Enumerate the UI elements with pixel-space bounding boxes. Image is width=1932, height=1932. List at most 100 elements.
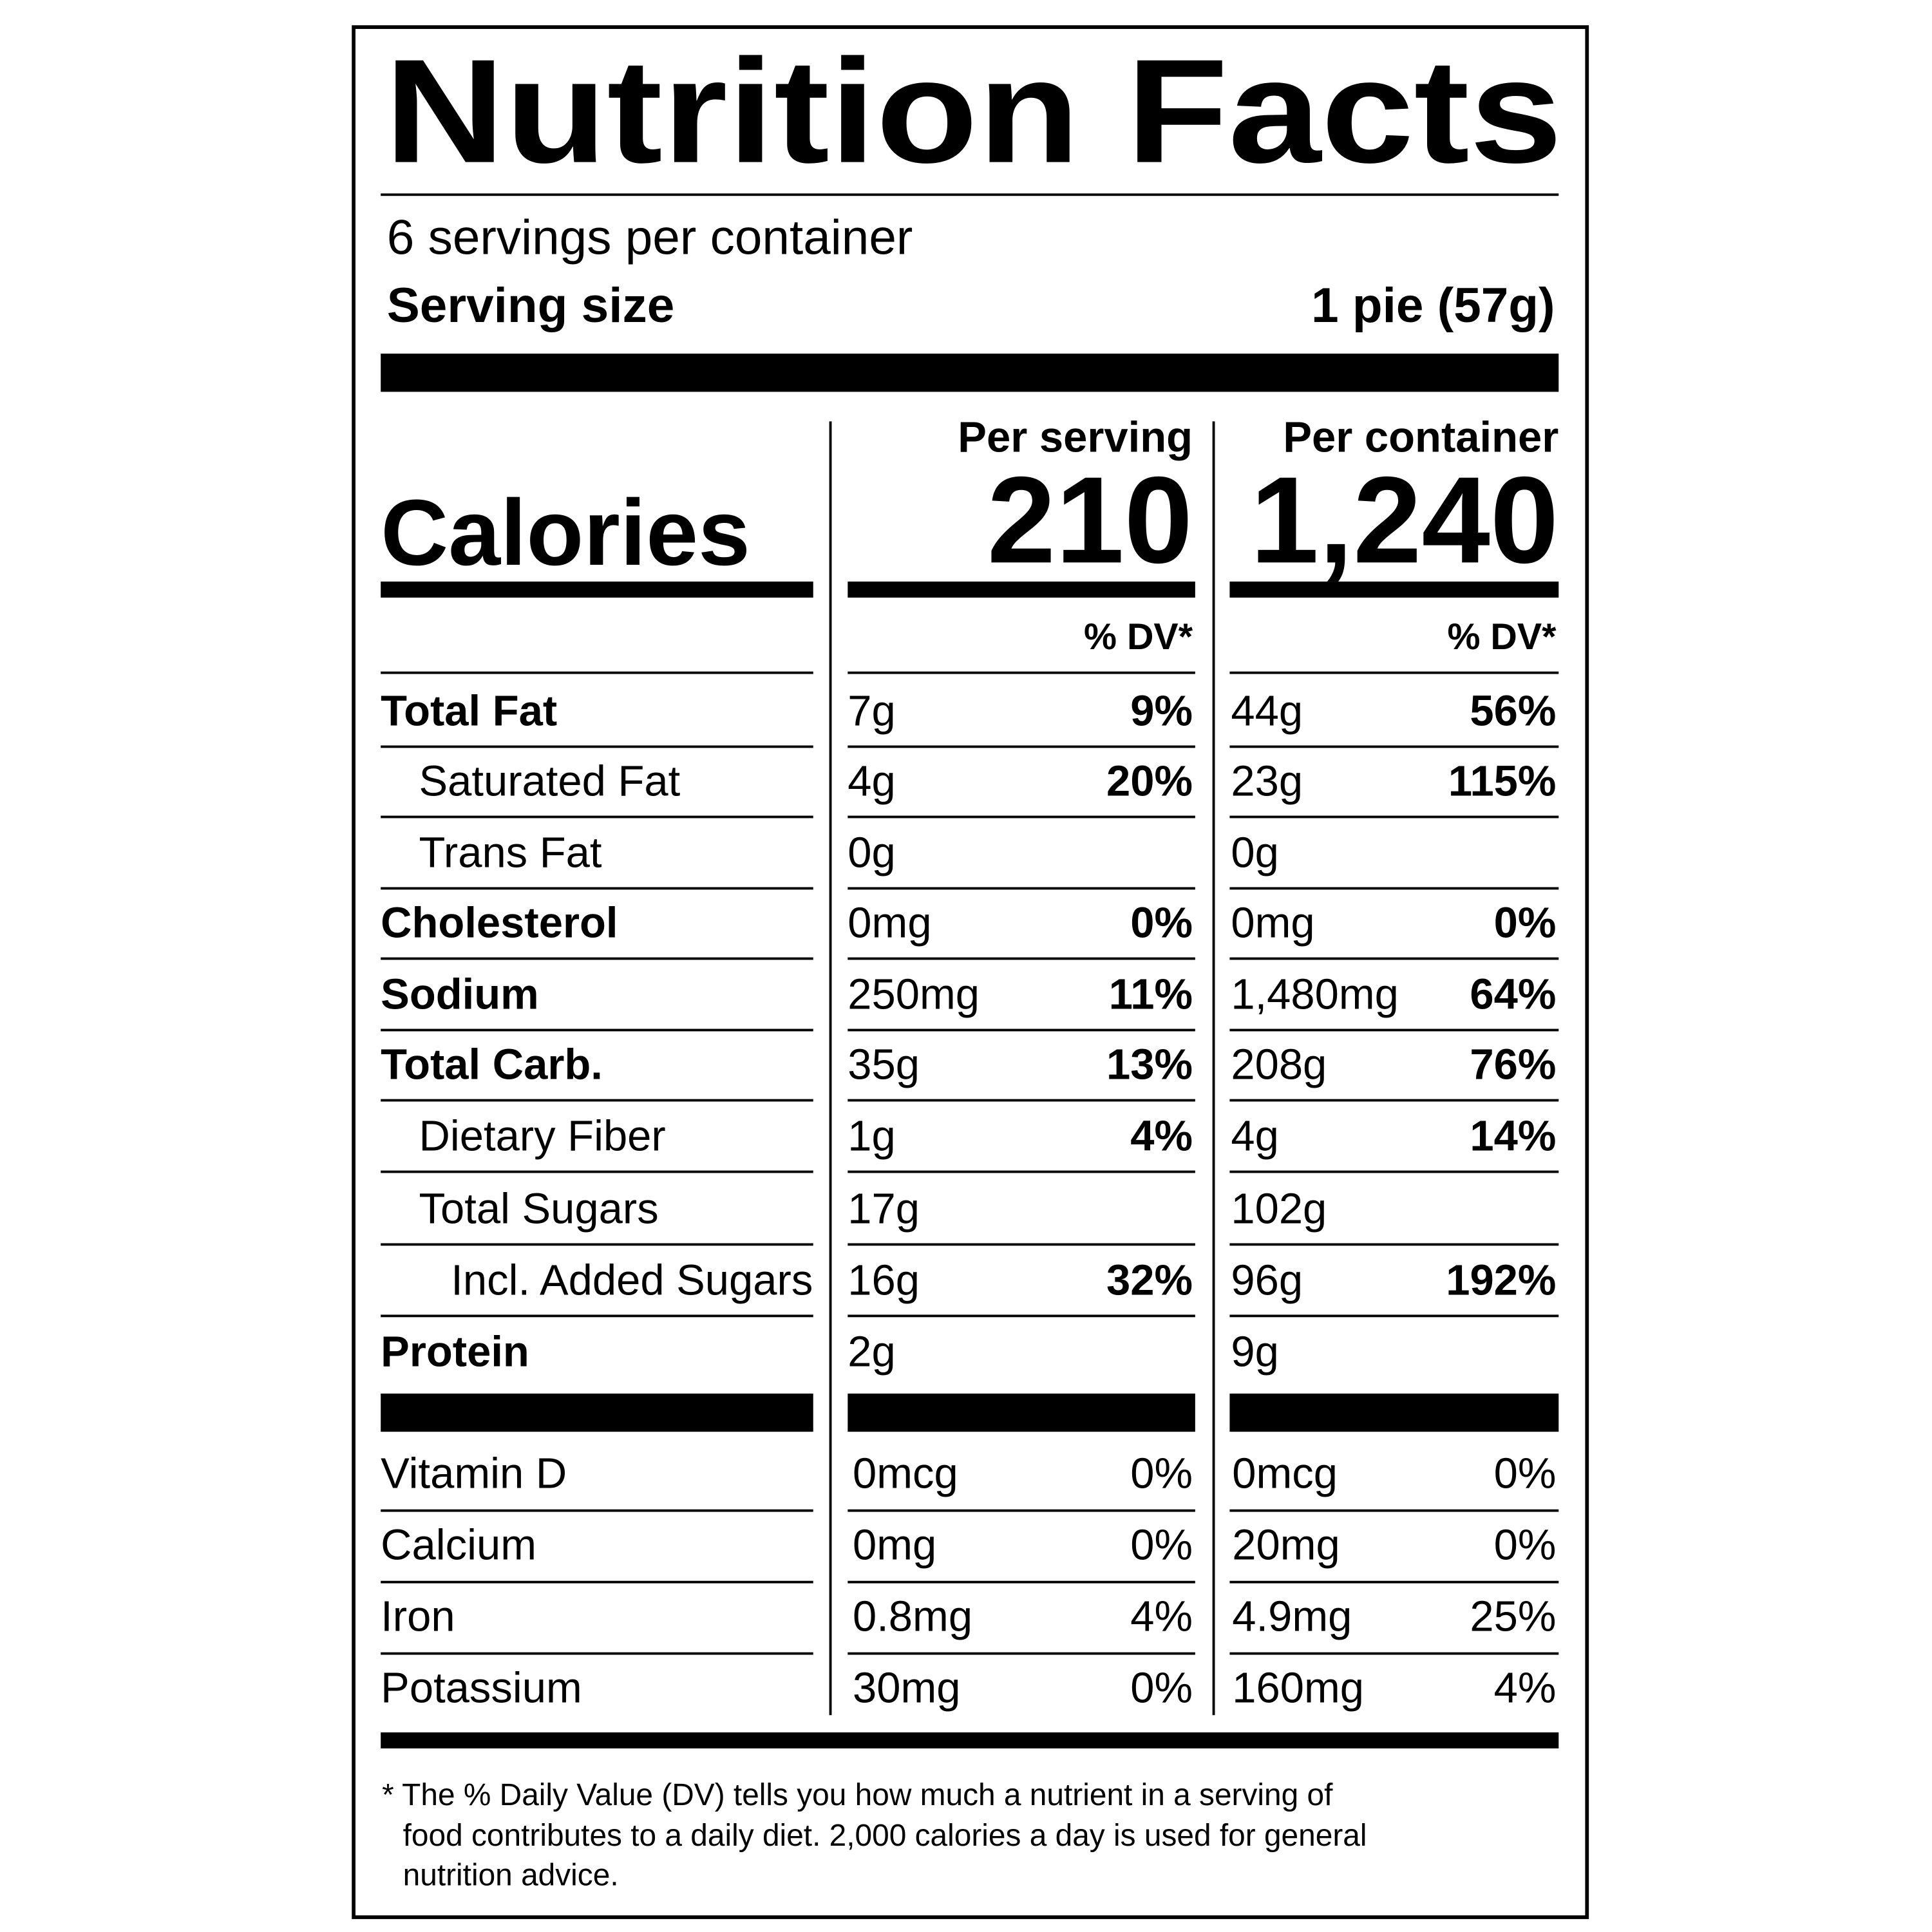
calories-container: 1,240	[1251, 451, 1559, 589]
column-heading: Per container	[1283, 413, 1558, 462]
nutrient-label: Trans Fat	[419, 828, 602, 876]
dv-heading: % DV*	[1084, 616, 1193, 658]
amount: 4.9mg	[1232, 1593, 1352, 1641]
rule	[848, 1170, 1195, 1173]
daily-value: 11%	[1109, 971, 1193, 1019]
rule	[381, 1509, 813, 1512]
dv-heading: % DV*	[1447, 616, 1557, 658]
amount: 35g	[848, 1041, 920, 1089]
rule	[1229, 1314, 1559, 1318]
rule	[381, 815, 813, 819]
rule	[848, 1652, 1195, 1655]
footnote: food contributes to a daily diet. 2,000 …	[403, 1819, 1367, 1853]
rule	[381, 1243, 813, 1246]
daily-value: 20%	[1106, 757, 1193, 806]
rule	[1229, 887, 1559, 890]
daily-value: 192%	[1446, 1256, 1556, 1304]
rule	[381, 1652, 813, 1655]
vitamin-label: Vitamin D	[381, 1450, 567, 1498]
amount: 0g	[1231, 828, 1278, 876]
calories-label: Calories	[381, 480, 750, 585]
rule	[1229, 745, 1559, 748]
footnote: * The % Daily Value (DV) tells you how m…	[382, 1778, 1333, 1812]
amount: 1g	[848, 1112, 895, 1160]
amount: 0mg	[1231, 899, 1314, 947]
amount: 2g	[848, 1327, 895, 1376]
nutrient-label: Saturated Fat	[419, 757, 681, 806]
rule	[848, 671, 1195, 674]
serving-size-label: Serving size	[387, 278, 675, 333]
daily-value: 64%	[1470, 971, 1556, 1019]
rule	[1229, 1509, 1559, 1512]
daily-value: 25%	[1470, 1593, 1556, 1641]
amount: 208g	[1231, 1041, 1327, 1089]
amount: 102g	[1231, 1184, 1327, 1233]
rule	[848, 1509, 1195, 1512]
nutrient-label: Sodium	[381, 971, 538, 1019]
thick-bar	[848, 1393, 1195, 1432]
daily-value: 9%	[1130, 687, 1193, 735]
daily-value: 0%	[1494, 1521, 1557, 1569]
daily-value: 0%	[1130, 1450, 1193, 1498]
rule	[381, 1580, 813, 1584]
amount: 0g	[848, 828, 895, 876]
rule	[381, 957, 813, 960]
label-border	[352, 25, 1589, 1919]
nutrient-label: Dietary Fiber	[419, 1112, 666, 1160]
vitamin-label: Potassium	[381, 1664, 582, 1712]
amount: 17g	[848, 1184, 920, 1233]
amount: 9g	[1231, 1327, 1278, 1376]
rule	[848, 1580, 1195, 1584]
thick-bar	[381, 1393, 813, 1432]
thick-bar	[1229, 1393, 1559, 1432]
amount: 0mg	[853, 1521, 936, 1569]
daily-value: 0%	[1130, 1664, 1193, 1712]
servings: 6 servings per container	[387, 211, 913, 265]
amount: 30mg	[853, 1664, 960, 1712]
rule	[381, 1170, 813, 1173]
daily-value: 4%	[1130, 1593, 1193, 1641]
daily-value: 56%	[1470, 687, 1556, 735]
amount: 7g	[848, 687, 895, 735]
rule	[1229, 1243, 1559, 1246]
nutrient-label: Cholesterol	[381, 899, 618, 947]
rule	[848, 1099, 1195, 1102]
daily-value: 76%	[1470, 1041, 1556, 1089]
daily-value: 32%	[1106, 1256, 1193, 1304]
rule	[848, 887, 1195, 890]
rule	[381, 1028, 813, 1032]
footnote: nutrition advice.	[403, 1858, 619, 1892]
rule	[1229, 1580, 1559, 1584]
bar	[1229, 582, 1559, 598]
amount: 44g	[1231, 687, 1303, 735]
rule	[381, 671, 813, 674]
nutrient-label: Incl. Added Sugars	[451, 1256, 813, 1304]
column-heading: Per serving	[958, 413, 1193, 462]
rule	[381, 1099, 813, 1102]
daily-value: 0%	[1494, 899, 1557, 947]
amount: 0mcg	[853, 1450, 958, 1498]
rule	[848, 957, 1195, 960]
rule	[848, 1314, 1195, 1318]
rule	[1229, 815, 1559, 819]
amount: 4g	[848, 757, 895, 806]
rule	[848, 1243, 1195, 1246]
title: Nutrition Facts	[384, 28, 1562, 194]
vitamin-label: Iron	[381, 1593, 455, 1641]
bar	[848, 582, 1195, 598]
amount: 0mcg	[1232, 1450, 1338, 1498]
rule	[381, 1314, 813, 1318]
rule	[381, 193, 1559, 196]
rule	[1229, 1652, 1559, 1655]
column-divider	[1212, 421, 1215, 1716]
rule	[1229, 1170, 1559, 1173]
nutrient-label: Total Fat	[381, 687, 557, 735]
daily-value: 4%	[1494, 1664, 1557, 1712]
daily-value: 14%	[1470, 1112, 1556, 1160]
rule	[848, 815, 1195, 819]
daily-value: 0%	[1494, 1450, 1557, 1498]
thick-bar	[381, 1732, 1559, 1748]
daily-value: 115%	[1448, 757, 1557, 806]
rule	[848, 1028, 1195, 1032]
